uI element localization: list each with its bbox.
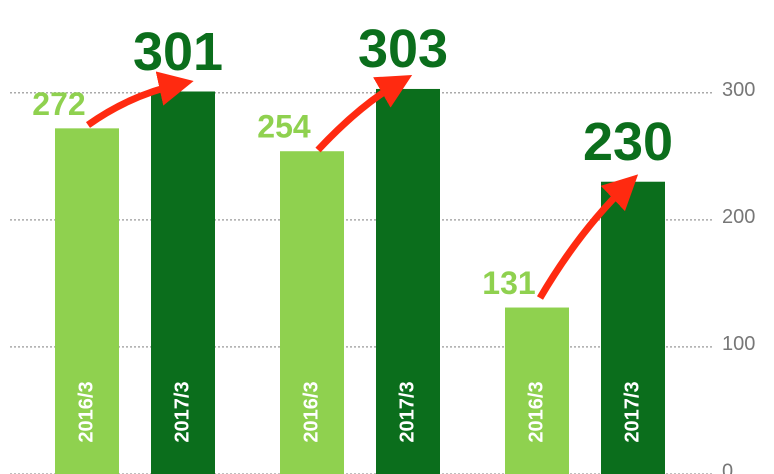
bars [55,88,665,474]
labels: 2016/3 272 2017/3 301 2016/3 254 2017/3 303 2016… [32,19,673,442]
bar [55,128,119,474]
series-label: 2016/3 [525,381,547,442]
bar [280,151,344,474]
arrow [536,174,639,300]
value-label: 254 [257,109,311,145]
value-label: 131 [482,265,535,301]
y-tick-label: 200 [722,206,755,228]
y-tick-label: 0 [722,460,733,474]
value-label: 303 [358,19,448,79]
value-label: 230 [583,112,673,172]
bar [601,181,665,474]
series-label: 2017/3 [621,381,643,442]
bar [376,88,440,474]
value-label: 272 [32,86,85,122]
arrow [85,71,194,128]
series-label: 2016/3 [300,381,322,442]
bar [505,307,569,474]
series-label: 2017/3 [171,381,193,442]
y-tick-label: 100 [722,333,755,355]
bar [151,91,215,474]
series-label: 2017/3 [396,381,418,442]
y-tick-label: 300 [722,79,755,101]
value-label: 301 [133,22,223,82]
series-label: 2016/3 [75,381,97,442]
arrows [85,71,639,300]
arrow [315,75,413,153]
